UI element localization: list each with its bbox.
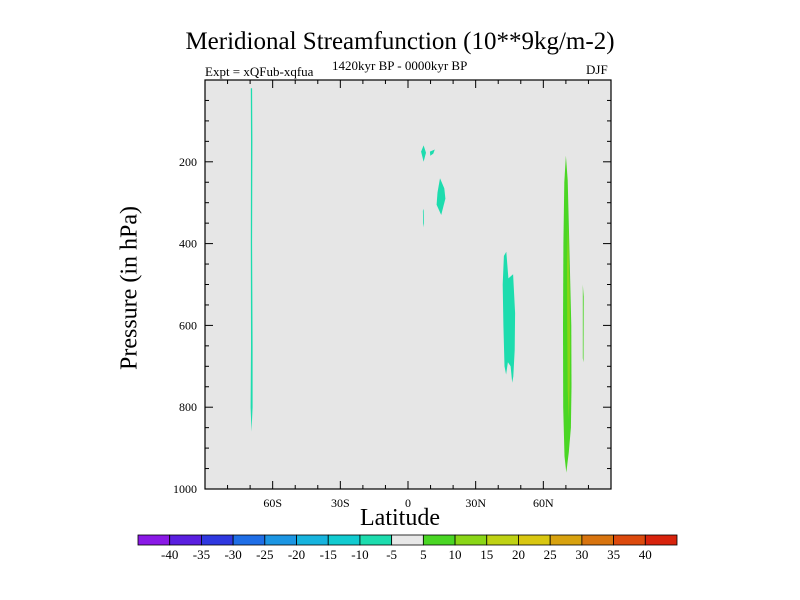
colorbar-label: 15 [480, 547, 493, 562]
colorbar-label: 25 [544, 547, 557, 562]
colorbar-swatch [232, 534, 266, 546]
contour-upper-tropical-cell-2 [429, 149, 435, 156]
colorbar-swatch [296, 534, 329, 546]
colorbar-label: -15 [320, 547, 337, 562]
colorbar-swatch [581, 534, 614, 546]
colorbar-swatch [454, 534, 488, 546]
colorbar-label: 20 [512, 547, 525, 562]
colorbar-swatch [201, 534, 234, 546]
colorbar-swatch [549, 534, 583, 546]
colorbar-label: 40 [639, 547, 652, 562]
colorbar-label: -25 [256, 547, 273, 562]
contour-upper-tropical-cell-1 [421, 145, 426, 162]
y-tick-label: 1000 [173, 482, 197, 496]
x-tick-label: 0 [405, 496, 411, 510]
contour-upper-tropical-cell-3 [436, 178, 446, 215]
colorbar-swatch [169, 534, 202, 546]
colorbar-label: 5 [420, 547, 427, 562]
colorbar-label: 10 [449, 547, 462, 562]
colorbar-label: 30 [575, 547, 588, 562]
colorbar-swatch [518, 534, 551, 546]
y-tick-label: 200 [179, 155, 197, 169]
x-tick-label: 60N [533, 496, 554, 510]
colorbar-label: -20 [288, 547, 305, 562]
contour-southern-high-lat-cell [250, 88, 253, 432]
y-tick-label: 600 [179, 318, 197, 332]
x-tick-label: 60S [263, 496, 282, 510]
colorbar-label: -5 [386, 547, 397, 562]
plot-background [205, 80, 611, 489]
colorbar-label: -10 [351, 547, 368, 562]
contour-northern-high-lat-cell-inner [567, 223, 571, 420]
colorbar-label: -35 [193, 547, 210, 562]
colorbar-label: -30 [224, 547, 241, 562]
chart-title: Meridional Streamfunction (10**9kg/m-2) [185, 28, 615, 55]
colorbar-swatch [327, 534, 361, 546]
colorbar-swatch [137, 534, 171, 546]
colorbar-label: 35 [607, 547, 620, 562]
x-tick-label: 30N [465, 496, 486, 510]
contour-upper-tropical-cell-4 [422, 208, 424, 228]
colorbar-swatch [359, 534, 393, 546]
colorbar-label: -40 [161, 547, 178, 562]
contour-midlatitude-cell [502, 251, 516, 383]
y-tick-label: 800 [179, 400, 197, 414]
period-label: 1420kyr BP - 0000kyr BP [332, 58, 468, 73]
colorbar-swatch [486, 534, 519, 546]
colorbar-swatch [264, 534, 297, 546]
colorbar-swatch [613, 534, 646, 546]
x-tick-label: 30S [331, 496, 350, 510]
y-tick-label: 400 [179, 237, 197, 251]
contour-northern-high-lat-cell-small [582, 284, 584, 363]
experiment-label: Expt = xQFub-xqfua [205, 64, 314, 79]
season-label: DJF [586, 62, 608, 77]
x-axis-label: Latitude [360, 505, 440, 531]
colorbar-swatch [422, 534, 456, 546]
colorbar-swatch [391, 534, 424, 546]
colorbar-swatch [644, 534, 678, 546]
